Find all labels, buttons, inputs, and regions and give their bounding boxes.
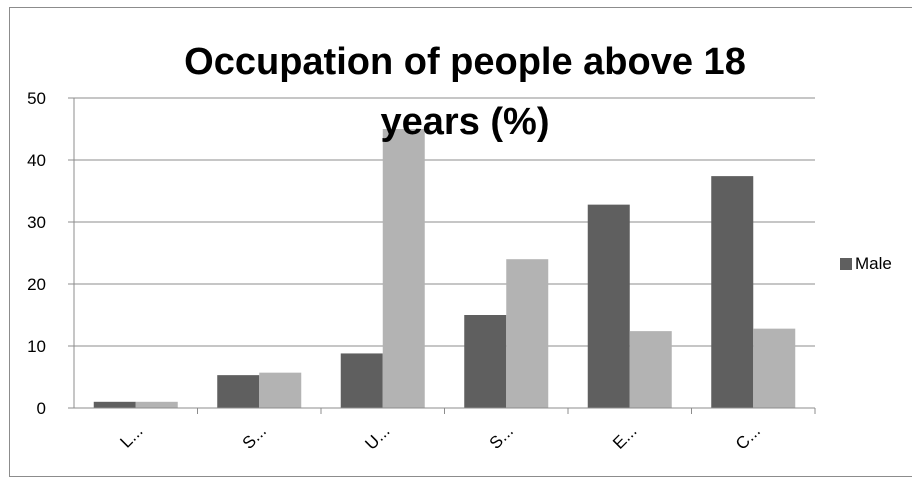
bar-series2-5 [629, 331, 672, 408]
x-tick-label: S... [239, 421, 270, 452]
chart-title-line-1: Occupation of people above 18 [184, 41, 746, 83]
y-tick-label: 30 [27, 213, 46, 232]
bar-chart: 0 10 20 30 40 50 L... S... U... S... E... C... Occu… [27, 41, 892, 454]
legend: Male [840, 254, 892, 273]
bar-series1-2 [217, 375, 260, 408]
bars [93, 129, 796, 408]
bar-series2-2 [259, 372, 302, 408]
bar-series1-1 [93, 401, 136, 408]
bar-series2-4 [506, 259, 549, 408]
x-tick-label: U... [361, 421, 393, 453]
bar-series1-4 [464, 315, 507, 408]
bar-series1-3 [340, 353, 383, 408]
x-tick-label: E... [609, 421, 640, 452]
legend-swatch-1 [840, 258, 852, 270]
chart-title-line-2: years (%) [381, 101, 550, 143]
x-tick-label: C... [732, 421, 764, 453]
axes [68, 97, 816, 414]
bar-series2-3 [382, 129, 425, 408]
y-tick-label: 50 [27, 89, 46, 108]
bar-series2-6 [753, 328, 796, 408]
legend-label-1: Male [855, 254, 892, 273]
gridlines [74, 97, 815, 347]
x-tick-label: S... [486, 421, 517, 452]
y-tick-label: 10 [27, 337, 46, 356]
bar-series2-1 [135, 401, 178, 408]
y-tick-label: 40 [27, 151, 46, 170]
x-tick-label: L... [116, 421, 146, 451]
y-tick-label: 20 [27, 275, 46, 294]
bar-series1-5 [587, 204, 630, 408]
bar-series1-6 [711, 176, 754, 408]
y-tick-label: 0 [37, 399, 46, 418]
